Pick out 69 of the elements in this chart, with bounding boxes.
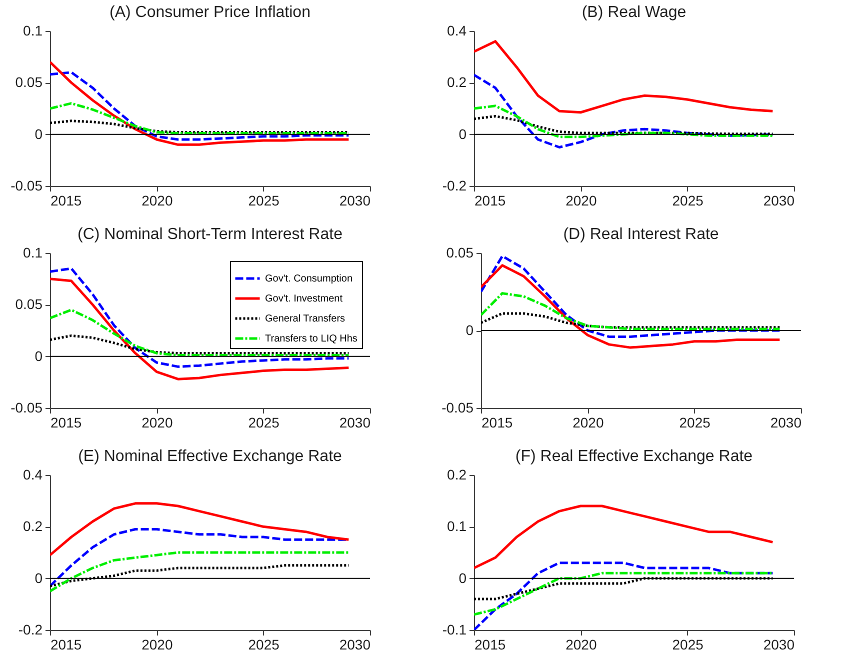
y-tick-label: 0 (34, 126, 43, 142)
line-series (474, 40, 774, 114)
x-tick-label: 2030 (770, 414, 802, 430)
x-tick-label: 2025 (248, 192, 280, 208)
chart-title: (D) Real Interest Rate (563, 226, 719, 243)
legend-label: Gov't. Investment (265, 294, 343, 304)
y-tick-label: 0.2 (23, 518, 43, 534)
line-series (50, 60, 350, 146)
x-tick-label: 2020 (572, 414, 604, 430)
x-tick-label: 2030 (339, 192, 371, 208)
x-tick-label: 2015 (50, 414, 82, 430)
line-series (50, 71, 350, 141)
line-series (481, 264, 781, 349)
y-tick-label: -0.05 (10, 400, 43, 416)
legend-label: General Transfers (265, 314, 346, 324)
x-tick-label: 2015 (50, 192, 82, 208)
x-tick-label: 2015 (474, 636, 506, 652)
x-tick-label: 2020 (142, 192, 173, 208)
y-tick-label: 0.05 (446, 244, 474, 260)
y-tick-label: 0.2 (447, 74, 467, 90)
x-tick-label: 2030 (339, 414, 371, 430)
line-series (474, 562, 774, 630)
legend-label: Gov't. Consumption (265, 274, 353, 284)
y-tick-label: 0.1 (23, 244, 43, 260)
x-tick-label: 2020 (566, 192, 597, 208)
x-tick-label: 2025 (679, 414, 711, 430)
y-tick-label: 0 (34, 570, 43, 586)
y-tick-label: 0.4 (23, 466, 43, 482)
chart-title: (B) Real Wage (582, 4, 686, 21)
x-tick-label: 2025 (672, 636, 704, 652)
chart-title: (C) Nominal Short-Term Interest Rate (78, 226, 343, 243)
line-series (474, 104, 774, 138)
chart-title: (A) Consumer Price Inflation (110, 4, 310, 21)
line-series (481, 254, 781, 338)
y-tick-label: -0.2 (18, 622, 43, 638)
y-tick-label: 0.1 (23, 22, 43, 38)
y-tick-label: 0.4 (447, 22, 467, 38)
y-tick-label: -0.05 (442, 400, 474, 416)
y-tick-label: 0 (34, 348, 43, 364)
x-tick-label: 2015 (50, 636, 82, 652)
y-tick-label: 0.05 (15, 296, 43, 312)
x-tick-label: 2030 (763, 636, 795, 652)
y-tick-label: 0 (458, 126, 467, 142)
line-series (474, 504, 774, 570)
y-tick-label: 0 (466, 322, 474, 338)
y-tick-label: 0 (458, 570, 467, 586)
x-tick-label: 2020 (142, 414, 173, 430)
line-series (50, 551, 350, 592)
x-tick-label: 2020 (566, 636, 597, 652)
y-tick-label: 0.1 (447, 518, 467, 534)
x-tick-label: 2025 (672, 192, 704, 208)
chart-title: (E) Nominal Effective Exchange Rate (78, 448, 342, 465)
x-tick-label: 2015 (474, 192, 506, 208)
x-tick-label: 2025 (248, 636, 280, 652)
y-tick-label: -0.1 (442, 622, 467, 638)
x-tick-label: 2030 (763, 192, 795, 208)
x-tick-label: 2025 (248, 414, 280, 430)
y-tick-label: -0.05 (10, 178, 43, 194)
line-series (481, 292, 781, 330)
legend-label: Transfers to LIQ Hhs (265, 334, 358, 344)
y-tick-label: 0.05 (15, 74, 43, 90)
x-tick-label: 2030 (339, 636, 371, 652)
x-tick-label: 2020 (142, 636, 173, 652)
y-tick-label: -0.2 (442, 178, 467, 194)
line-series (474, 572, 774, 616)
chart-title: (F) Real Effective Exchange Rate (515, 448, 753, 465)
x-tick-label: 2015 (482, 414, 513, 430)
y-tick-label: 0.2 (447, 466, 467, 482)
line-series (50, 502, 350, 556)
